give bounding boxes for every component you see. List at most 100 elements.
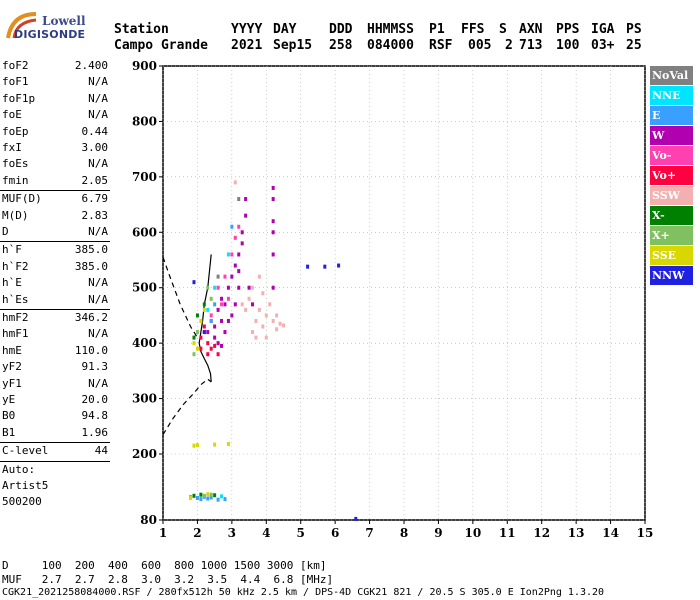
- data-point-ssw: [247, 296, 251, 301]
- data-point-ssw: [261, 291, 265, 296]
- header-value-6: 005: [468, 38, 492, 53]
- param-label: fxI: [2, 141, 22, 154]
- logo-text-digisonde: DIGISONDE: [14, 28, 86, 41]
- data-point-e: [209, 318, 213, 323]
- param-label: Artist5: [2, 479, 49, 492]
- profile-dashed-lower: [162, 378, 212, 435]
- data-point-noval: [237, 197, 241, 202]
- data-point-w: [244, 197, 248, 202]
- data-point-w: [226, 285, 230, 290]
- data-point-w: [230, 274, 234, 279]
- data-point-vo: [233, 235, 237, 240]
- data-point-nnw: [192, 280, 196, 285]
- data-point-e: [195, 496, 199, 500]
- data-point-w: [237, 269, 241, 274]
- x-tick-label: 7: [365, 526, 373, 540]
- data-point-ssw: [257, 307, 261, 312]
- param-value: 2.83: [81, 208, 109, 222]
- legend-item: NNE: [650, 86, 693, 105]
- data-point-nnw: [337, 263, 341, 268]
- header-value-3: 258: [329, 38, 353, 53]
- data-point-ssw: [254, 335, 258, 340]
- param-value: 385.0: [74, 259, 108, 273]
- data-point-vo: [226, 296, 230, 301]
- data-point-w: [223, 330, 227, 335]
- legend-item: E: [650, 106, 693, 125]
- header-label-3: DDD: [329, 22, 353, 37]
- y-tick-label: 300: [132, 392, 157, 406]
- param-value: N/A: [88, 91, 108, 105]
- data-point-sse: [199, 318, 203, 323]
- footer-distance-row: D 100 200 400 600 800 1000 1500 3000 [km…: [2, 559, 327, 572]
- header-value-5: RSF: [429, 38, 453, 53]
- param-value: N/A: [88, 276, 108, 290]
- param-row: yF1 N/A: [0, 376, 110, 392]
- x-tick-label: 8: [400, 526, 408, 540]
- header-label-2: DAY: [273, 22, 297, 37]
- param-value: N/A: [88, 75, 108, 89]
- header-value-4: 084000: [367, 38, 414, 53]
- data-point-w: [271, 285, 275, 290]
- param-label: B0: [2, 409, 16, 423]
- param-row: MUF(D) 6.79: [0, 191, 110, 207]
- param-row: fmin 2.05: [0, 173, 110, 189]
- param-label: yE: [2, 393, 16, 406]
- param-label: B1: [2, 425, 16, 439]
- x-tick-label: 14: [602, 526, 619, 540]
- data-point-e: [213, 302, 217, 307]
- param-label: foEp: [2, 124, 29, 138]
- data-point-vo: [206, 341, 210, 346]
- logo-text-lowell: Lowell: [42, 14, 86, 28]
- legend-item: SSE: [650, 246, 693, 265]
- data-point-e: [216, 497, 220, 502]
- data-point-w: [251, 302, 255, 307]
- data-point-e: [223, 497, 227, 502]
- data-point-w: [247, 285, 251, 290]
- data-point-w: [220, 343, 224, 348]
- data-point-vo: [209, 313, 213, 318]
- param-row: yF2 91.3: [0, 359, 110, 375]
- param-label: h`E: [2, 276, 22, 290]
- param-label: M(D): [2, 208, 29, 222]
- legend: NoVal NNE E W Vo- Vo+ SSW X- X+ SSE NNW: [650, 66, 693, 286]
- header-label-7: S: [499, 22, 507, 37]
- param-row: foF2 2.400: [0, 58, 110, 74]
- param-value: 1.96: [81, 425, 109, 439]
- data-point-w: [271, 252, 275, 257]
- data-point-x: [213, 493, 217, 498]
- data-point-w: [216, 341, 220, 346]
- data-point-noval: [216, 274, 220, 279]
- data-point-w: [233, 302, 237, 307]
- header-label-8: AXN: [519, 22, 543, 37]
- data-point-w: [220, 318, 224, 323]
- param-value: 346.2: [74, 311, 108, 324]
- data-point-w: [226, 318, 230, 323]
- param-label: yF1: [2, 376, 22, 390]
- logo-arc-icon: [6, 12, 37, 39]
- x-tick-label: 4: [262, 526, 270, 540]
- legend-item: X-: [650, 206, 693, 225]
- y-tick-label: 600: [132, 225, 157, 239]
- data-point-sse: [213, 442, 217, 447]
- x-tick-label: 13: [568, 526, 585, 540]
- data-point-vo: [237, 224, 241, 229]
- param-label: 500200: [2, 495, 42, 509]
- param-row: C-level 44: [0, 443, 110, 459]
- data-point-vo: [230, 252, 234, 257]
- data-point-w: [271, 230, 275, 235]
- data-point-ssw: [264, 335, 268, 340]
- data-point-nnw: [306, 264, 310, 269]
- x-tick-label: 10: [465, 526, 482, 540]
- param-row: hmE 110.0: [0, 343, 110, 359]
- data-point-x: [192, 493, 196, 498]
- param-label: foEs: [2, 157, 29, 171]
- x-tick-label: 2: [193, 526, 201, 540]
- param-label: hmF1: [2, 327, 29, 341]
- data-point-vo: [216, 285, 220, 290]
- legend-item: NNW: [650, 266, 693, 285]
- y-tick-label: 80: [140, 513, 157, 527]
- param-label: foE: [2, 108, 22, 122]
- data-point-e: [230, 224, 234, 229]
- data-point-sse: [192, 341, 196, 346]
- param-row: foF1 N/A: [0, 74, 110, 90]
